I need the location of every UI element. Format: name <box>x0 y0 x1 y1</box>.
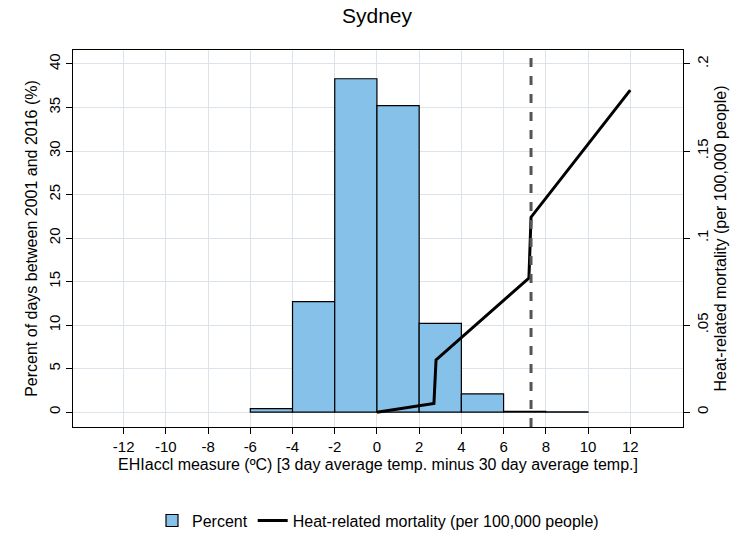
svg-text:Heat-related mortality (per 10: Heat-related mortality (per 100,000 peop… <box>712 86 729 392</box>
svg-text:10: 10 <box>46 315 63 332</box>
svg-text:30: 30 <box>46 140 63 157</box>
svg-text:4: 4 <box>457 438 465 455</box>
svg-text:.2: .2 <box>694 55 711 68</box>
svg-text:20: 20 <box>46 227 63 244</box>
svg-text:40: 40 <box>46 53 63 70</box>
svg-text:Percent of days between 2001 a: Percent of days between 2001 and 2016 (%… <box>23 80 40 397</box>
svg-text:5: 5 <box>46 362 63 370</box>
svg-text:-10: -10 <box>155 438 177 455</box>
svg-text:0: 0 <box>46 406 63 414</box>
svg-text:-6: -6 <box>244 438 257 455</box>
svg-text:25: 25 <box>46 184 63 201</box>
svg-text:-2: -2 <box>328 438 341 455</box>
svg-text:.1: .1 <box>694 230 711 243</box>
svg-text:.15: .15 <box>694 138 711 159</box>
svg-text:15: 15 <box>46 271 63 288</box>
svg-text:8: 8 <box>542 438 550 455</box>
svg-text:0: 0 <box>694 406 711 414</box>
svg-text:EHIaccl measure (ºC) [3 day av: EHIaccl measure (ºC) [3 day average temp… <box>118 456 638 473</box>
svg-text:12: 12 <box>622 438 639 455</box>
svg-text:Percent: Percent <box>192 513 248 530</box>
svg-text:2: 2 <box>415 438 423 455</box>
svg-text:Heat-related mortality (per 10: Heat-related mortality (per 100,000 peop… <box>293 513 599 530</box>
svg-text:-12: -12 <box>113 438 135 455</box>
svg-text:Sydney: Sydney <box>342 4 413 27</box>
svg-text:-8: -8 <box>201 438 214 455</box>
svg-text:10: 10 <box>580 438 597 455</box>
svg-text:-4: -4 <box>286 438 299 455</box>
svg-text:35: 35 <box>46 97 63 114</box>
svg-text:6: 6 <box>499 438 507 455</box>
svg-text:0: 0 <box>373 438 381 455</box>
svg-text:.05: .05 <box>694 312 711 333</box>
